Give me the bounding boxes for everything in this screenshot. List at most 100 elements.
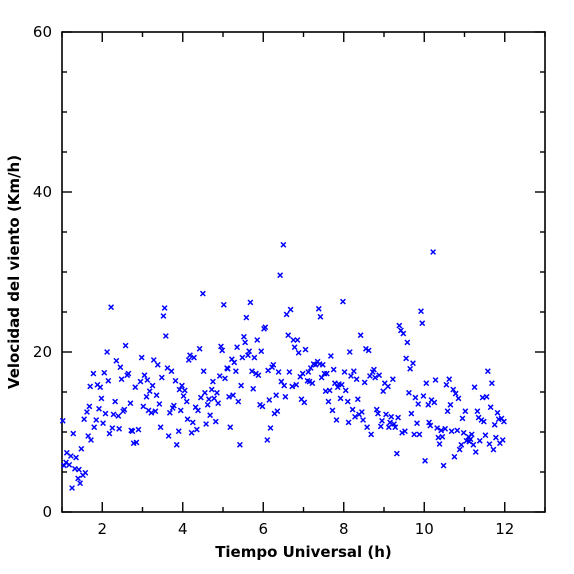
data-point [200, 368, 207, 375]
data-point [436, 441, 443, 447]
data-point [401, 428, 408, 435]
data-point [149, 382, 156, 389]
data-point [86, 403, 93, 410]
data-point [216, 373, 223, 379]
data-point [357, 332, 364, 339]
y-tick-label: 40 [33, 183, 52, 201]
data-point [419, 320, 426, 327]
data-point [195, 407, 201, 414]
data-point [156, 401, 163, 407]
data-point [435, 434, 442, 441]
data-point [197, 394, 204, 401]
data-point [231, 359, 238, 366]
data-point [88, 437, 94, 443]
data-point [379, 417, 385, 424]
data-point [61, 462, 67, 469]
data-point [243, 314, 250, 321]
data-point [479, 394, 486, 401]
data-point [294, 337, 301, 343]
data-point [490, 446, 497, 453]
data-point [491, 421, 498, 428]
data-point [422, 457, 428, 464]
data-point [125, 370, 132, 377]
data-point [364, 424, 371, 431]
data-point [150, 357, 157, 363]
data-point [396, 322, 403, 329]
data-point [245, 352, 251, 359]
data-point [166, 409, 173, 416]
data-point [283, 311, 290, 318]
data-point [282, 393, 289, 400]
data-point [337, 395, 344, 402]
data-point [301, 399, 308, 406]
data-point [148, 409, 155, 416]
y-tick-label: 60 [33, 23, 52, 41]
data-point [404, 339, 411, 346]
data-point [333, 417, 340, 423]
data-point [220, 301, 227, 308]
data-point [287, 306, 294, 313]
data-point [392, 424, 399, 431]
data-point [100, 420, 106, 427]
data-point [251, 354, 258, 361]
data-point [84, 409, 90, 415]
data-point [259, 403, 266, 410]
data-point [439, 433, 446, 440]
data-point [408, 410, 415, 417]
data-point [414, 420, 420, 427]
data-point [140, 403, 147, 410]
data-point [345, 419, 352, 426]
data-point [106, 430, 113, 437]
data-point [430, 249, 437, 255]
data-point [349, 406, 356, 413]
data-point [372, 374, 379, 381]
x-tick-label: 10 [415, 520, 434, 538]
data-point [331, 380, 338, 387]
data-point [454, 427, 461, 434]
data-point [173, 441, 180, 448]
data-point [395, 414, 402, 421]
data-point [104, 349, 111, 355]
data-point [425, 401, 432, 408]
data-point [326, 387, 333, 394]
data-point [179, 382, 185, 389]
data-point [494, 409, 501, 416]
data-point [286, 369, 293, 375]
data-point [358, 409, 365, 415]
data-point [426, 419, 433, 426]
data-point [69, 485, 75, 491]
data-point [448, 428, 455, 435]
data-point [141, 372, 148, 379]
data-point [289, 383, 296, 390]
data-point [400, 330, 407, 337]
data-point [391, 421, 397, 427]
data-point [319, 361, 326, 368]
data-point [102, 410, 109, 417]
data-point [75, 466, 82, 473]
data-point [258, 348, 265, 355]
data-point [70, 430, 77, 437]
data-point [499, 437, 506, 443]
data-point [266, 397, 273, 403]
data-point [78, 445, 85, 452]
data-point [238, 382, 245, 389]
data-point [250, 385, 257, 392]
data-point [323, 370, 330, 377]
data-point [377, 423, 384, 430]
data-point [423, 380, 430, 387]
data-point [338, 381, 345, 388]
data-point [144, 377, 151, 383]
data-point [483, 393, 490, 400]
data-point [280, 241, 287, 248]
data-point [113, 357, 120, 364]
data-point [242, 339, 249, 346]
data-point [67, 453, 74, 459]
data-point [366, 373, 373, 379]
data-point [361, 379, 368, 386]
data-point [302, 346, 309, 353]
data-point [373, 406, 380, 413]
data-point [73, 454, 80, 461]
data-point [270, 361, 277, 368]
data-point [291, 344, 298, 351]
data-point [459, 415, 466, 422]
